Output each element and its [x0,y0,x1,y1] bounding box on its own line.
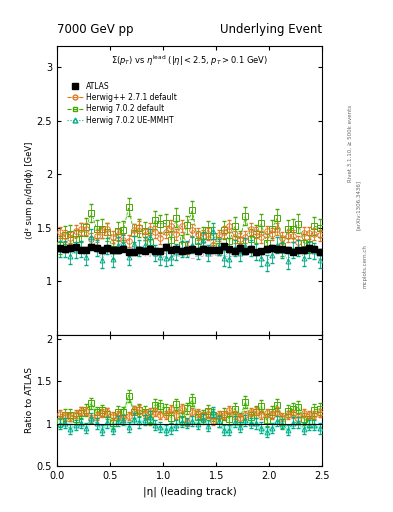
Text: 7000 GeV pp: 7000 GeV pp [57,23,134,36]
Text: mcplots.cern.ch: mcplots.cern.ch [362,244,367,288]
Text: Underlying Event: Underlying Event [220,23,322,36]
Y-axis label: Ratio to ATLAS: Ratio to ATLAS [25,367,34,433]
Text: Rivet 3.1.10, ≥ 500k events: Rivet 3.1.10, ≥ 500k events [348,105,353,182]
X-axis label: |η| (leading track): |η| (leading track) [143,486,237,497]
Text: $\Sigma(p_T)$ vs $\eta^{\rm lead}$ ($|\eta|<2.5$, $p_T>0.1$ GeV): $\Sigma(p_T)$ vs $\eta^{\rm lead}$ ($|\e… [111,53,268,68]
Text: ATLAS_2010_S8894728: ATLAS_2010_S8894728 [145,249,235,259]
Legend: ATLAS, Herwig++ 2.7.1 default, Herwig 7.0.2 default, Herwig 7.0.2 UE-MMHT: ATLAS, Herwig++ 2.7.1 default, Herwig 7.… [63,79,180,128]
Text: [arXiv:1306.3436]: [arXiv:1306.3436] [356,180,361,230]
Y-axis label: ⟨d² sum pₜ/dηdϕ⟩ [GeV]: ⟨d² sum pₜ/dηdϕ⟩ [GeV] [25,142,34,239]
